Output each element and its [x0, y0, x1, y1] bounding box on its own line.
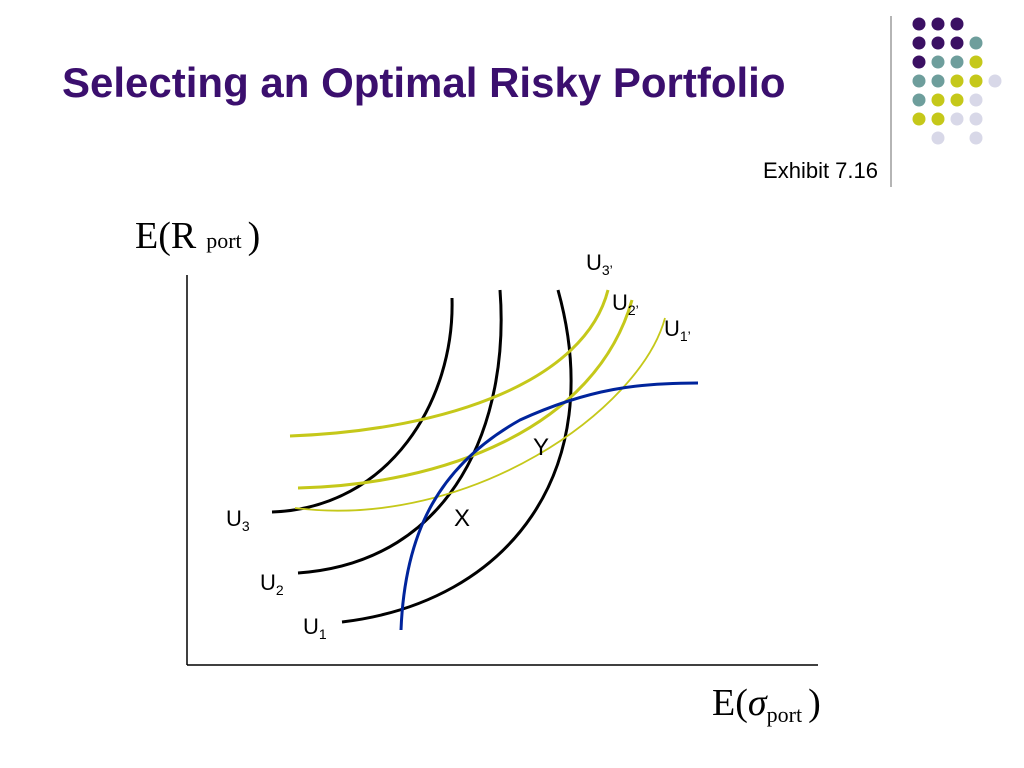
decorative-dot-grid	[912, 17, 1002, 145]
decorative-dot	[988, 74, 1002, 88]
decorative-dot	[969, 131, 983, 145]
decorative-dot	[912, 112, 926, 126]
decorative-dot	[931, 93, 945, 107]
decorative-dot	[931, 55, 945, 69]
decorative-dot	[931, 131, 945, 145]
decorative-dot	[969, 74, 983, 88]
indifference-curve-u1-prime	[294, 317, 666, 512]
decorative-dot	[912, 93, 926, 107]
exhibit-label: Exhibit 7.16	[763, 158, 878, 183]
slide-title: Selecting an Optimal Risky Portfolio	[62, 59, 786, 106]
label-u3-prime: U3’	[586, 250, 613, 278]
decorative-dot	[912, 17, 926, 31]
decorative-dot	[931, 17, 945, 31]
decorative-dot	[931, 36, 945, 50]
decorative-dot	[969, 55, 983, 69]
decorative-dot	[950, 93, 964, 107]
decorative-dot	[950, 36, 964, 50]
decorative-dot	[950, 112, 964, 126]
label-u3: U3	[226, 506, 250, 534]
decorative-dot	[912, 74, 926, 88]
label-u1: U1	[303, 614, 327, 642]
label-u2-prime: U2’	[612, 290, 639, 318]
indifference-curve-u2	[297, 289, 503, 575]
label-u2: U2	[260, 570, 284, 598]
label-u1-prime: U1’	[664, 316, 691, 344]
point-x-label: X	[454, 505, 470, 532]
point-y-label: Y	[533, 434, 549, 461]
decorative-dot	[912, 55, 926, 69]
decorative-dot	[969, 93, 983, 107]
decorative-dot	[950, 55, 964, 69]
indifference-curve-u3-prime	[289, 289, 610, 438]
decorative-dot	[969, 36, 983, 50]
indifference-curve-u3	[271, 297, 454, 514]
indifference-curve-u2-prime	[297, 299, 634, 490]
decorative-dot	[931, 74, 945, 88]
decorative-dot	[912, 36, 926, 50]
decorative-dot	[950, 74, 964, 88]
efficient-frontier	[399, 381, 699, 631]
decorative-dot	[931, 112, 945, 126]
x-axis-label: E(σport)	[712, 682, 821, 727]
decorative-dot	[950, 17, 964, 31]
y-axis-label: E(R port)	[135, 215, 260, 257]
decorative-dot	[969, 112, 983, 126]
indifference-curve-u1	[341, 289, 573, 624]
header-divider	[890, 16, 892, 187]
